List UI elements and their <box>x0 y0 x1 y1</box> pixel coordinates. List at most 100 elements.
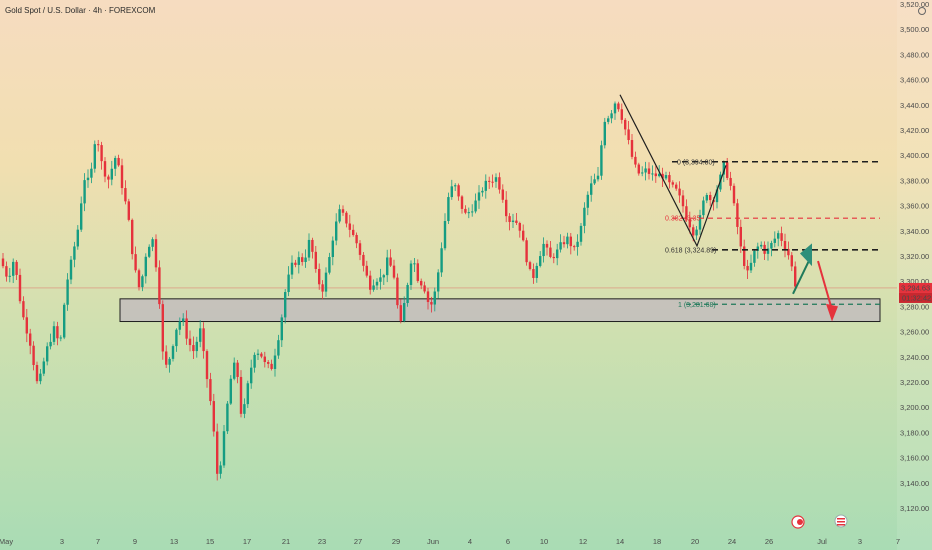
candle-body <box>35 365 39 382</box>
candle-body <box>175 329 178 347</box>
candle-body <box>59 337 62 339</box>
candle-body <box>222 431 226 466</box>
candle-body <box>450 186 453 198</box>
up-arrow-shaft <box>792 258 811 295</box>
candle-body <box>743 246 746 266</box>
candle-body <box>780 233 783 241</box>
candle-body <box>134 254 137 271</box>
candle-body <box>477 192 481 201</box>
candle-body <box>423 285 426 292</box>
candle-body <box>103 161 107 177</box>
candle-body <box>484 180 487 191</box>
candle-body <box>32 345 35 366</box>
up-arrow-head <box>800 243 812 267</box>
candle-body <box>675 184 678 189</box>
candle-body <box>93 144 96 169</box>
candle-body <box>352 229 355 235</box>
candle-body <box>39 373 42 382</box>
candle-body <box>760 244 763 247</box>
candle-body <box>749 262 753 271</box>
candle-body <box>420 280 423 286</box>
candle-body <box>114 157 117 169</box>
candle-body <box>110 168 113 180</box>
candle-body <box>579 225 583 242</box>
candle-body <box>732 185 736 204</box>
x-tick-label: 27 <box>354 537 362 546</box>
candle-body <box>287 274 290 293</box>
candle-body <box>552 256 555 259</box>
fib-label-0: 0 (3,394.80) <box>677 159 715 166</box>
candle-body <box>148 246 151 257</box>
countdown-badge <box>899 292 932 303</box>
candle-body <box>651 173 654 175</box>
candle-body <box>335 221 338 241</box>
candle-body <box>440 248 443 273</box>
candle-body <box>576 241 579 247</box>
candle-body <box>668 175 671 183</box>
x-tick-label: 3 <box>858 537 862 546</box>
candle-body <box>233 362 236 379</box>
candle-body <box>726 162 729 178</box>
candle-body <box>253 354 256 368</box>
y-tick-label: 3,240.00 <box>900 353 929 362</box>
candle-body <box>600 145 603 176</box>
down-arrow-head <box>826 303 838 322</box>
candle-body <box>433 291 436 305</box>
candle-body <box>158 267 161 305</box>
y-tick-label: 3,360.00 <box>900 202 929 211</box>
candle-body <box>518 223 521 231</box>
candle-body <box>171 346 175 359</box>
candle-body <box>15 261 18 275</box>
candle-body <box>83 180 86 204</box>
candle-body <box>294 262 297 265</box>
candle-body <box>617 103 620 110</box>
candle-body <box>56 326 59 339</box>
y-tick-label: 3,140.00 <box>900 479 929 488</box>
x-tick-label: 4 <box>468 537 472 546</box>
candle-body <box>5 266 8 277</box>
candle-body <box>318 268 321 285</box>
candle-body <box>382 275 385 278</box>
candle-body <box>362 254 365 266</box>
candle-body <box>365 265 368 276</box>
candle-body <box>586 194 589 208</box>
candle-body <box>794 266 797 287</box>
candle-body <box>338 209 341 222</box>
x-tick-label: 7 <box>896 537 900 546</box>
candle-body <box>216 431 219 474</box>
fib-label-1: 1 (3,281.68) <box>678 302 716 309</box>
pattern-trendline <box>619 94 727 248</box>
candle-body <box>685 206 688 220</box>
candle-body <box>154 239 158 268</box>
candle-body <box>90 168 93 178</box>
candle-body <box>243 404 246 414</box>
candle-body <box>620 109 623 120</box>
candle-body <box>195 341 198 352</box>
candle-body <box>637 164 640 174</box>
candle-body <box>386 257 389 276</box>
candle-body <box>681 195 685 207</box>
y-tick-label: 3,440.00 <box>900 101 929 110</box>
flag-stripe <box>837 521 845 523</box>
candle-body <box>474 200 477 212</box>
y-tick-label: 3,300.00 <box>900 277 929 286</box>
candle-body <box>192 345 195 352</box>
chart-title: Gold Spot / U.S. Dollar · 4h · FOREXCOM <box>5 6 156 15</box>
candle-body <box>596 175 600 180</box>
candle-body <box>715 189 719 203</box>
candle-body <box>583 207 586 226</box>
candle-body <box>76 229 79 247</box>
candle-body <box>124 188 127 202</box>
candle-body <box>413 263 416 265</box>
candle-body <box>426 291 430 303</box>
candle-body <box>226 403 229 432</box>
candle-body <box>770 242 773 249</box>
candle-body <box>641 172 644 174</box>
x-tick-label: 3 <box>60 537 64 546</box>
candle-body <box>46 346 49 362</box>
y-tick-label: 3,460.00 <box>900 76 929 85</box>
y-tick-label: 3,420.00 <box>900 126 929 135</box>
candle-body <box>773 238 776 243</box>
